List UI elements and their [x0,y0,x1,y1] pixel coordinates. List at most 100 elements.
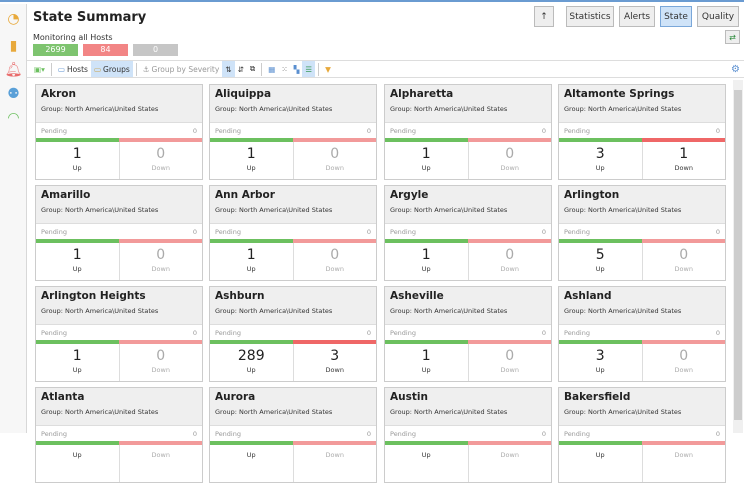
group-tile[interactable]: Amarillo Group: North America\United Stat… [35,185,203,281]
down-cell[interactable]: Down [118,445,203,482]
alarm-bell-icon[interactable]: 🔔︎ [4,62,23,78]
down-cell[interactable]: 0 Down [641,344,726,381]
down-value: 0 [505,348,515,364]
group-tile[interactable]: Austin Group: North America\United States… [384,387,552,483]
vertical-scrollbar[interactable] [733,80,743,433]
group-name: Ann Arbor [215,189,275,201]
swap-icon[interactable]: ⇄ [725,30,740,44]
tab-state[interactable]: State [660,6,692,27]
add-dropdown-icon[interactable]: ▣▾ [34,64,45,74]
group-by-severity-button[interactable]: ⚓︎ Group by Severity [142,64,220,74]
down-cell[interactable]: 3 Down [292,344,377,381]
table-view-icon[interactable]: ▦ [268,64,276,74]
down-cell[interactable]: Down [292,445,377,482]
up-cell[interactable]: 3 Up [559,344,642,381]
up-cell[interactable]: Up [72,451,82,459]
tab-alerts[interactable]: Alerts [619,6,655,27]
sort-descending-icon[interactable]: ⇵ [237,64,244,74]
tile-header: Argyle Group: North America\United States [385,186,551,224]
up-cell[interactable]: 1 Up [36,344,119,381]
down-cell[interactable]: 0 Down [292,243,377,280]
up-cell[interactable]: 1 Up [210,142,293,179]
pending-count[interactable]: 0 [133,44,178,56]
group-tile[interactable]: Asheville Group: North America\United Sta… [384,286,552,382]
pending-value: 0 [366,227,371,236]
up-cell[interactable]: 1 Up [36,142,119,179]
tile-header: Atlanta Group: North America\United State… [36,388,202,426]
pending-row: Pending 0 [390,126,546,135]
group-path: Group: North America\United States [41,307,159,315]
tab-statistics[interactable]: Statistics [566,6,614,27]
down-bar [468,239,551,243]
down-value: 0 [330,247,340,263]
up-cell[interactable]: 5 Up [559,243,642,280]
up-cell[interactable]: Up [246,451,256,459]
group-tile[interactable]: Bakersfield Group: North America\United S… [558,387,726,483]
group-tile[interactable]: Akron Group: North America\United States … [35,84,203,180]
up-cell[interactable]: 1 Up [385,344,468,381]
hosts-status-icon[interactable]: ⚉ [7,86,20,102]
group-tile[interactable]: Aurora Group: North America\United States… [209,387,377,483]
down-cell[interactable]: 0 Down [118,243,203,280]
up-cell[interactable]: 1 Up [385,142,468,179]
group-tile[interactable]: Atlanta Group: North America\United State… [35,387,203,483]
down-cell[interactable]: 0 Down [641,243,726,280]
settings-gear-icon[interactable]: ⚙ [731,63,740,75]
up-cell[interactable]: Up [595,451,605,459]
down-cell[interactable]: Down [641,445,726,482]
pending-row: Pending 0 [564,328,720,337]
monitor-icon: ▭ [57,64,65,74]
down-bar [293,239,376,243]
status-bar [385,340,551,344]
up-count[interactable]: 2699 [33,44,78,56]
groups-button[interactable]: ▭ Groups [90,61,133,77]
group-tile[interactable]: Alpharetta Group: North America\United St… [384,84,552,180]
group-path: Group: North America\United States [215,105,333,113]
down-cell[interactable]: Down [467,445,552,482]
large-tiles-icon[interactable]: ☰ [302,61,316,77]
down-cell[interactable]: 1 Down [641,142,726,179]
pie-chart-icon[interactable]: ◔ [7,11,20,27]
group-tile[interactable]: Arlington Heights Group: North America\Un… [35,286,203,382]
pending-row: Pending 0 [41,328,197,337]
group-tile[interactable]: Altamonte Springs Group: North America\Un… [558,84,726,180]
up-cell[interactable]: Up [421,451,431,459]
group-tile[interactable]: Aliquippa Group: North America\United Sta… [209,84,377,180]
up-cell[interactable]: 289 Up [210,344,293,381]
filter-icon[interactable]: ▼ [325,64,331,74]
down-cell[interactable]: 0 Down [292,142,377,179]
group-tile[interactable]: Ann Arbor Group: North America\United Sta… [209,185,377,281]
tile-header: Aurora Group: North America\United States [210,388,376,426]
up-cell[interactable]: 1 Up [36,243,119,280]
down-cell[interactable]: 0 Down [467,142,552,179]
hosts-button[interactable]: ▭ Hosts [57,64,88,74]
expand-icon[interactable]: ⧉ [249,64,256,73]
down-cell[interactable]: 0 Down [118,142,203,179]
tab-quality[interactable]: Quality [697,6,739,27]
down-cell[interactable]: 0 Down [118,344,203,381]
up-cell[interactable]: 1 Up [210,243,293,280]
gauge-icon[interactable]: ◠ [7,110,20,126]
up-cell[interactable]: 3 Up [559,142,642,179]
group-tile[interactable]: Argyle Group: North America\United States… [384,185,552,281]
up-bar [210,239,293,243]
group-tile[interactable]: Ashburn Group: North America\United State… [209,286,377,382]
up-cell[interactable]: 1 Up [385,243,468,280]
medium-tiles-icon[interactable]: ▚ [293,64,300,74]
up-value: 289 [237,348,265,364]
up-level-button[interactable]: ↑ [534,6,554,27]
bar-chart-icon[interactable]: ▮ [9,38,18,54]
down-count[interactable]: 84 [83,44,128,56]
toolbar: ▣▾ ▭ Hosts ▭ Groups ⚓︎ Group by Severity ⇅ … [27,60,744,78]
down-cell[interactable]: 0 Down [467,344,552,381]
group-tile[interactable]: Arlington Group: North America\United Sta… [558,185,726,281]
up-bar [385,239,468,243]
group-tile[interactable]: Ashland Group: North America\United State… [558,286,726,382]
pending-row: Pending 0 [390,227,546,236]
scrollbar-thumb[interactable] [734,90,742,420]
small-tiles-icon[interactable]: ⁙ [281,64,288,74]
group-path: Group: North America\United States [390,206,508,214]
sort-ascending-icon[interactable]: ⇅ [222,61,235,77]
down-cell[interactable]: 0 Down [467,243,552,280]
status-bar [210,138,376,142]
